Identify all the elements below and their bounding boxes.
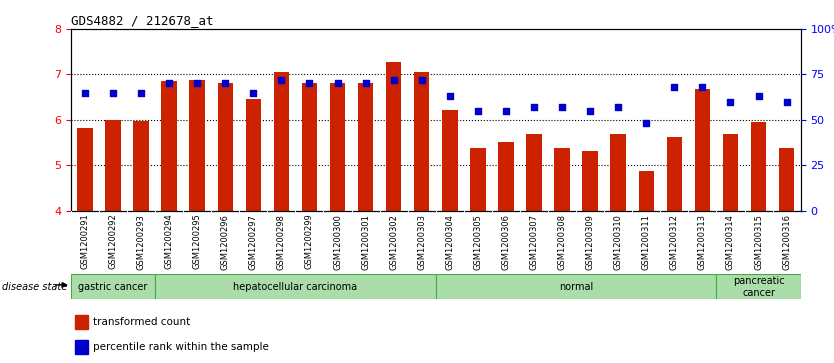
Text: GSM1200307: GSM1200307 bbox=[530, 214, 539, 270]
Text: pancreatic
cancer: pancreatic cancer bbox=[733, 276, 784, 298]
Bar bbox=[442, 110, 458, 211]
Bar bbox=[779, 148, 794, 211]
Text: GSM1200308: GSM1200308 bbox=[558, 214, 566, 270]
Bar bbox=[414, 72, 430, 211]
Text: transformed count: transformed count bbox=[93, 317, 190, 327]
Text: GSM1200298: GSM1200298 bbox=[277, 214, 286, 270]
Text: GSM1200299: GSM1200299 bbox=[305, 214, 314, 269]
Point bbox=[471, 108, 485, 114]
Text: GSM1200295: GSM1200295 bbox=[193, 214, 202, 269]
Point bbox=[443, 93, 456, 99]
Text: GSM1200311: GSM1200311 bbox=[642, 214, 651, 270]
Point bbox=[724, 99, 737, 105]
Bar bbox=[610, 134, 626, 211]
Bar bbox=[329, 82, 345, 211]
Point bbox=[274, 77, 288, 83]
Bar bbox=[74, 340, 88, 354]
Text: GDS4882 / 212678_at: GDS4882 / 212678_at bbox=[71, 15, 214, 28]
Bar bbox=[639, 171, 654, 211]
Point bbox=[190, 81, 203, 86]
Text: GSM1200312: GSM1200312 bbox=[670, 214, 679, 270]
Point bbox=[247, 90, 260, 95]
Bar bbox=[105, 120, 121, 211]
Text: disease state: disease state bbox=[2, 282, 67, 292]
Bar bbox=[716, 274, 801, 299]
Text: GSM1200314: GSM1200314 bbox=[726, 214, 735, 270]
Bar bbox=[358, 82, 374, 211]
Text: GSM1200293: GSM1200293 bbox=[137, 214, 146, 270]
Text: GSM1200296: GSM1200296 bbox=[221, 214, 229, 270]
Bar bbox=[189, 80, 205, 211]
Point bbox=[780, 99, 793, 105]
Bar bbox=[498, 142, 514, 211]
Bar bbox=[302, 82, 317, 211]
Point bbox=[78, 90, 92, 95]
Text: GSM1200297: GSM1200297 bbox=[249, 214, 258, 270]
Point bbox=[584, 108, 597, 114]
Point bbox=[359, 81, 372, 86]
Point bbox=[611, 104, 625, 110]
Bar bbox=[71, 274, 155, 299]
Text: GSM1200306: GSM1200306 bbox=[501, 214, 510, 270]
Text: GSM1200291: GSM1200291 bbox=[80, 214, 89, 269]
Text: GSM1200309: GSM1200309 bbox=[585, 214, 595, 270]
Point bbox=[134, 90, 148, 95]
Text: hepatocellular carcinoma: hepatocellular carcinoma bbox=[234, 282, 358, 292]
Text: GSM1200301: GSM1200301 bbox=[361, 214, 370, 270]
Text: gastric cancer: gastric cancer bbox=[78, 282, 148, 292]
Point bbox=[303, 81, 316, 86]
Bar bbox=[555, 148, 570, 211]
Point bbox=[415, 77, 429, 83]
Bar bbox=[155, 274, 435, 299]
Bar bbox=[274, 72, 289, 211]
Text: GSM1200316: GSM1200316 bbox=[782, 214, 791, 270]
Text: GSM1200292: GSM1200292 bbox=[108, 214, 118, 269]
Text: GSM1200303: GSM1200303 bbox=[417, 214, 426, 270]
Bar bbox=[133, 121, 148, 211]
Text: GSM1200315: GSM1200315 bbox=[754, 214, 763, 270]
Text: GSM1200310: GSM1200310 bbox=[614, 214, 623, 270]
Text: normal: normal bbox=[559, 282, 593, 292]
Point bbox=[668, 84, 681, 90]
Bar bbox=[386, 62, 401, 211]
Text: GSM1200302: GSM1200302 bbox=[389, 214, 398, 270]
Point bbox=[106, 90, 119, 95]
Point bbox=[163, 81, 176, 86]
Point bbox=[527, 104, 540, 110]
Point bbox=[752, 93, 766, 99]
Text: GSM1200304: GSM1200304 bbox=[445, 214, 455, 270]
Bar bbox=[723, 134, 738, 211]
Point bbox=[640, 121, 653, 126]
Bar bbox=[74, 315, 88, 329]
Bar bbox=[470, 148, 485, 211]
Text: GSM1200294: GSM1200294 bbox=[164, 214, 173, 269]
Text: GSM1200305: GSM1200305 bbox=[474, 214, 482, 270]
Point bbox=[696, 84, 709, 90]
Bar bbox=[751, 122, 766, 211]
Text: percentile rank within the sample: percentile rank within the sample bbox=[93, 342, 269, 352]
Bar bbox=[695, 89, 710, 211]
Point bbox=[500, 108, 513, 114]
Bar bbox=[666, 137, 682, 211]
Bar bbox=[582, 151, 598, 211]
Text: GSM1200313: GSM1200313 bbox=[698, 214, 707, 270]
Point bbox=[219, 81, 232, 86]
Bar bbox=[526, 134, 542, 211]
Point bbox=[387, 77, 400, 83]
Bar bbox=[78, 128, 93, 211]
Bar bbox=[435, 274, 716, 299]
Point bbox=[555, 104, 569, 110]
Bar bbox=[245, 99, 261, 211]
Bar bbox=[162, 81, 177, 211]
Bar bbox=[218, 82, 233, 211]
Text: GSM1200300: GSM1200300 bbox=[333, 214, 342, 270]
Point bbox=[331, 81, 344, 86]
